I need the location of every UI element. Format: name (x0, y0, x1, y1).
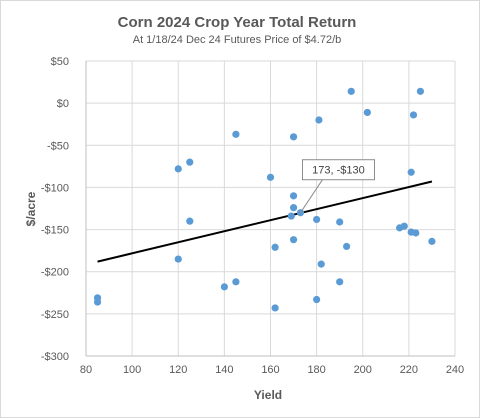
callout-label: 173, -$130 (312, 165, 365, 177)
data-point (266, 173, 275, 181)
data-point (313, 215, 321, 224)
data-point (363, 108, 371, 117)
data-point (412, 229, 420, 237)
data-point (416, 87, 425, 95)
data-point (317, 260, 325, 268)
data-point (336, 278, 344, 286)
x-tick-label: 180 (307, 364, 325, 376)
x-tick-label: 120 (169, 364, 187, 376)
data-point (289, 192, 298, 200)
data-point (271, 243, 279, 251)
data-point (289, 204, 298, 212)
data-point (315, 116, 323, 124)
y-axis-title: $/acre (24, 191, 38, 226)
x-tick-label: 100 (123, 364, 141, 376)
callout-leader-line (300, 179, 323, 213)
data-point (343, 242, 351, 251)
data-point (232, 130, 240, 138)
chart-title: Corn 2024 Crop Year Total Return (118, 14, 357, 31)
data-point (174, 165, 182, 173)
trendline-layer (97, 180, 433, 263)
data-point (271, 304, 279, 312)
y-tick-label: $50 (51, 56, 69, 68)
data-point (174, 255, 182, 263)
data-point (347, 87, 355, 95)
x-tick-label: 200 (354, 364, 372, 376)
data-points (93, 87, 436, 312)
data-point (407, 168, 415, 176)
data-point (313, 295, 321, 304)
y-tick-label: -$250 (41, 309, 69, 321)
data-point (289, 236, 298, 244)
x-tick-label: 220 (400, 364, 418, 376)
x-tick-label: 140 (215, 364, 233, 376)
data-point (220, 283, 228, 291)
y-tick-label: $0 (57, 98, 69, 110)
trendline (97, 180, 433, 263)
x-tick-label: 240 (446, 364, 464, 376)
data-point (289, 133, 298, 141)
data-point (287, 212, 295, 220)
data-point (232, 278, 240, 286)
chart-subtitle: At 1/18/24 Dec 24 Futures Price of $4.72… (133, 34, 342, 46)
data-point (336, 218, 344, 226)
y-tick-label: -$200 (41, 267, 69, 279)
y-tick-label: -$50 (47, 140, 69, 152)
x-tick-label: 80 (80, 364, 92, 376)
data-point (409, 111, 418, 119)
axes (85, 61, 455, 357)
tick-labels: 80 100 120 140 160 180 200 220 240 $50 $0 -$50 -$100… (41, 56, 464, 376)
data-callout: 173, -$130 (300, 159, 375, 213)
callout-box (301, 159, 375, 181)
gridlines (85, 60, 456, 357)
y-tick-label: -$300 (41, 351, 69, 363)
data-point (186, 217, 194, 225)
data-point (428, 237, 436, 245)
data-point (186, 158, 194, 166)
data-point (400, 222, 408, 230)
x-tick-label: 160 (261, 364, 279, 376)
y-tick-label: -$100 (41, 182, 69, 194)
x-axis-title: Yield (254, 388, 282, 402)
data-point (93, 298, 102, 306)
y-tick-label: -$150 (41, 225, 69, 237)
